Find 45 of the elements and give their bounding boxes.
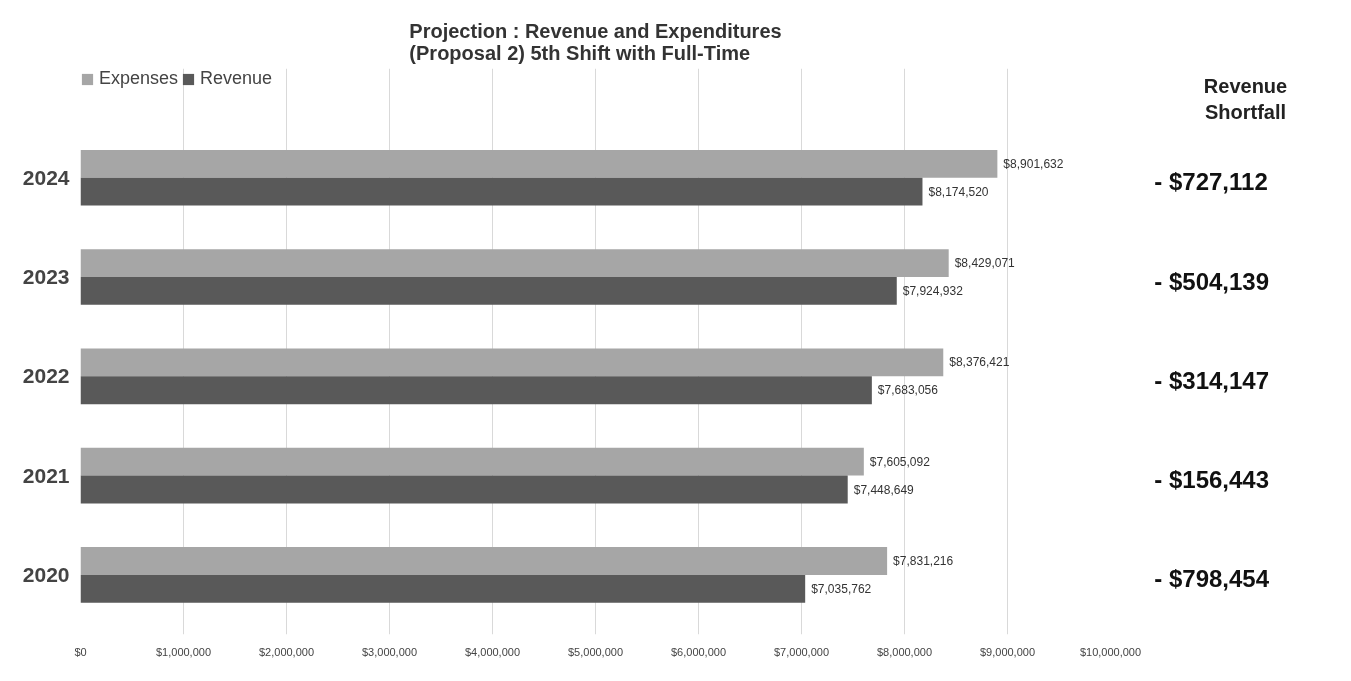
data-label: $7,924,932 xyxy=(902,283,964,298)
data-label: $8,901,632 xyxy=(1003,156,1064,171)
y-tick-label: 2020 xyxy=(22,562,70,586)
data-label: $7,448,649 xyxy=(853,482,915,497)
x-tick-label: $2,000,000 xyxy=(258,645,315,658)
text: - $314,147 xyxy=(1154,366,1270,394)
chart-title: Projection : Revenue and Expenditures (Proposal 2) 5th Shift with Full-Time xyxy=(409,19,782,64)
x-tick-label: $10,000,000 xyxy=(1079,645,1142,658)
x-tick-label: $3,000,000 xyxy=(361,645,418,658)
data-label: $7,831,216 xyxy=(893,554,954,569)
text: - $156,443 xyxy=(1154,466,1270,494)
x-tick-label: $6,000,000 xyxy=(670,645,727,658)
bar xyxy=(80,574,806,603)
data-label: $8,174,520 xyxy=(928,184,989,199)
x-tick-label: $4,000,000 xyxy=(464,645,521,658)
bar xyxy=(80,277,897,305)
text: Revenue Shortfall xyxy=(1203,74,1288,124)
text: - $504,139 xyxy=(1154,267,1270,295)
bar xyxy=(80,348,944,377)
x-tick-label: $8,000,000 xyxy=(876,645,933,658)
x-tick-label: $5,000,000 xyxy=(567,645,624,658)
legend-label: Revenue xyxy=(200,68,273,89)
bar xyxy=(80,447,864,476)
x-tick-label: $9,000,000 xyxy=(979,645,1036,658)
data-label: $8,429,071 xyxy=(954,256,1016,271)
bar xyxy=(80,249,949,278)
legend-label: Expenses xyxy=(99,68,179,89)
bar xyxy=(80,475,848,504)
x-tick-label: $7,000,000 xyxy=(773,645,830,658)
text: - $798,454 xyxy=(1154,565,1270,593)
bar xyxy=(80,376,872,405)
y-tick-label: 2022 xyxy=(22,364,70,388)
text: - $727,112 xyxy=(1154,168,1268,196)
y-tick-label: 2023 xyxy=(22,265,70,289)
y-tick-label: 2021 xyxy=(22,463,70,487)
bar xyxy=(80,177,923,206)
bar xyxy=(80,547,888,575)
data-label: $7,683,056 xyxy=(877,383,939,398)
x-tick-label: $1,000,000 xyxy=(155,645,212,658)
x-tick-label: $0 xyxy=(74,645,87,658)
y-tick-label: 2024 xyxy=(22,165,70,189)
bar xyxy=(80,149,998,178)
data-label: $8,376,421 xyxy=(949,355,1010,370)
data-label: $7,605,092 xyxy=(869,454,931,469)
data-label: $7,035,762 xyxy=(811,581,872,596)
